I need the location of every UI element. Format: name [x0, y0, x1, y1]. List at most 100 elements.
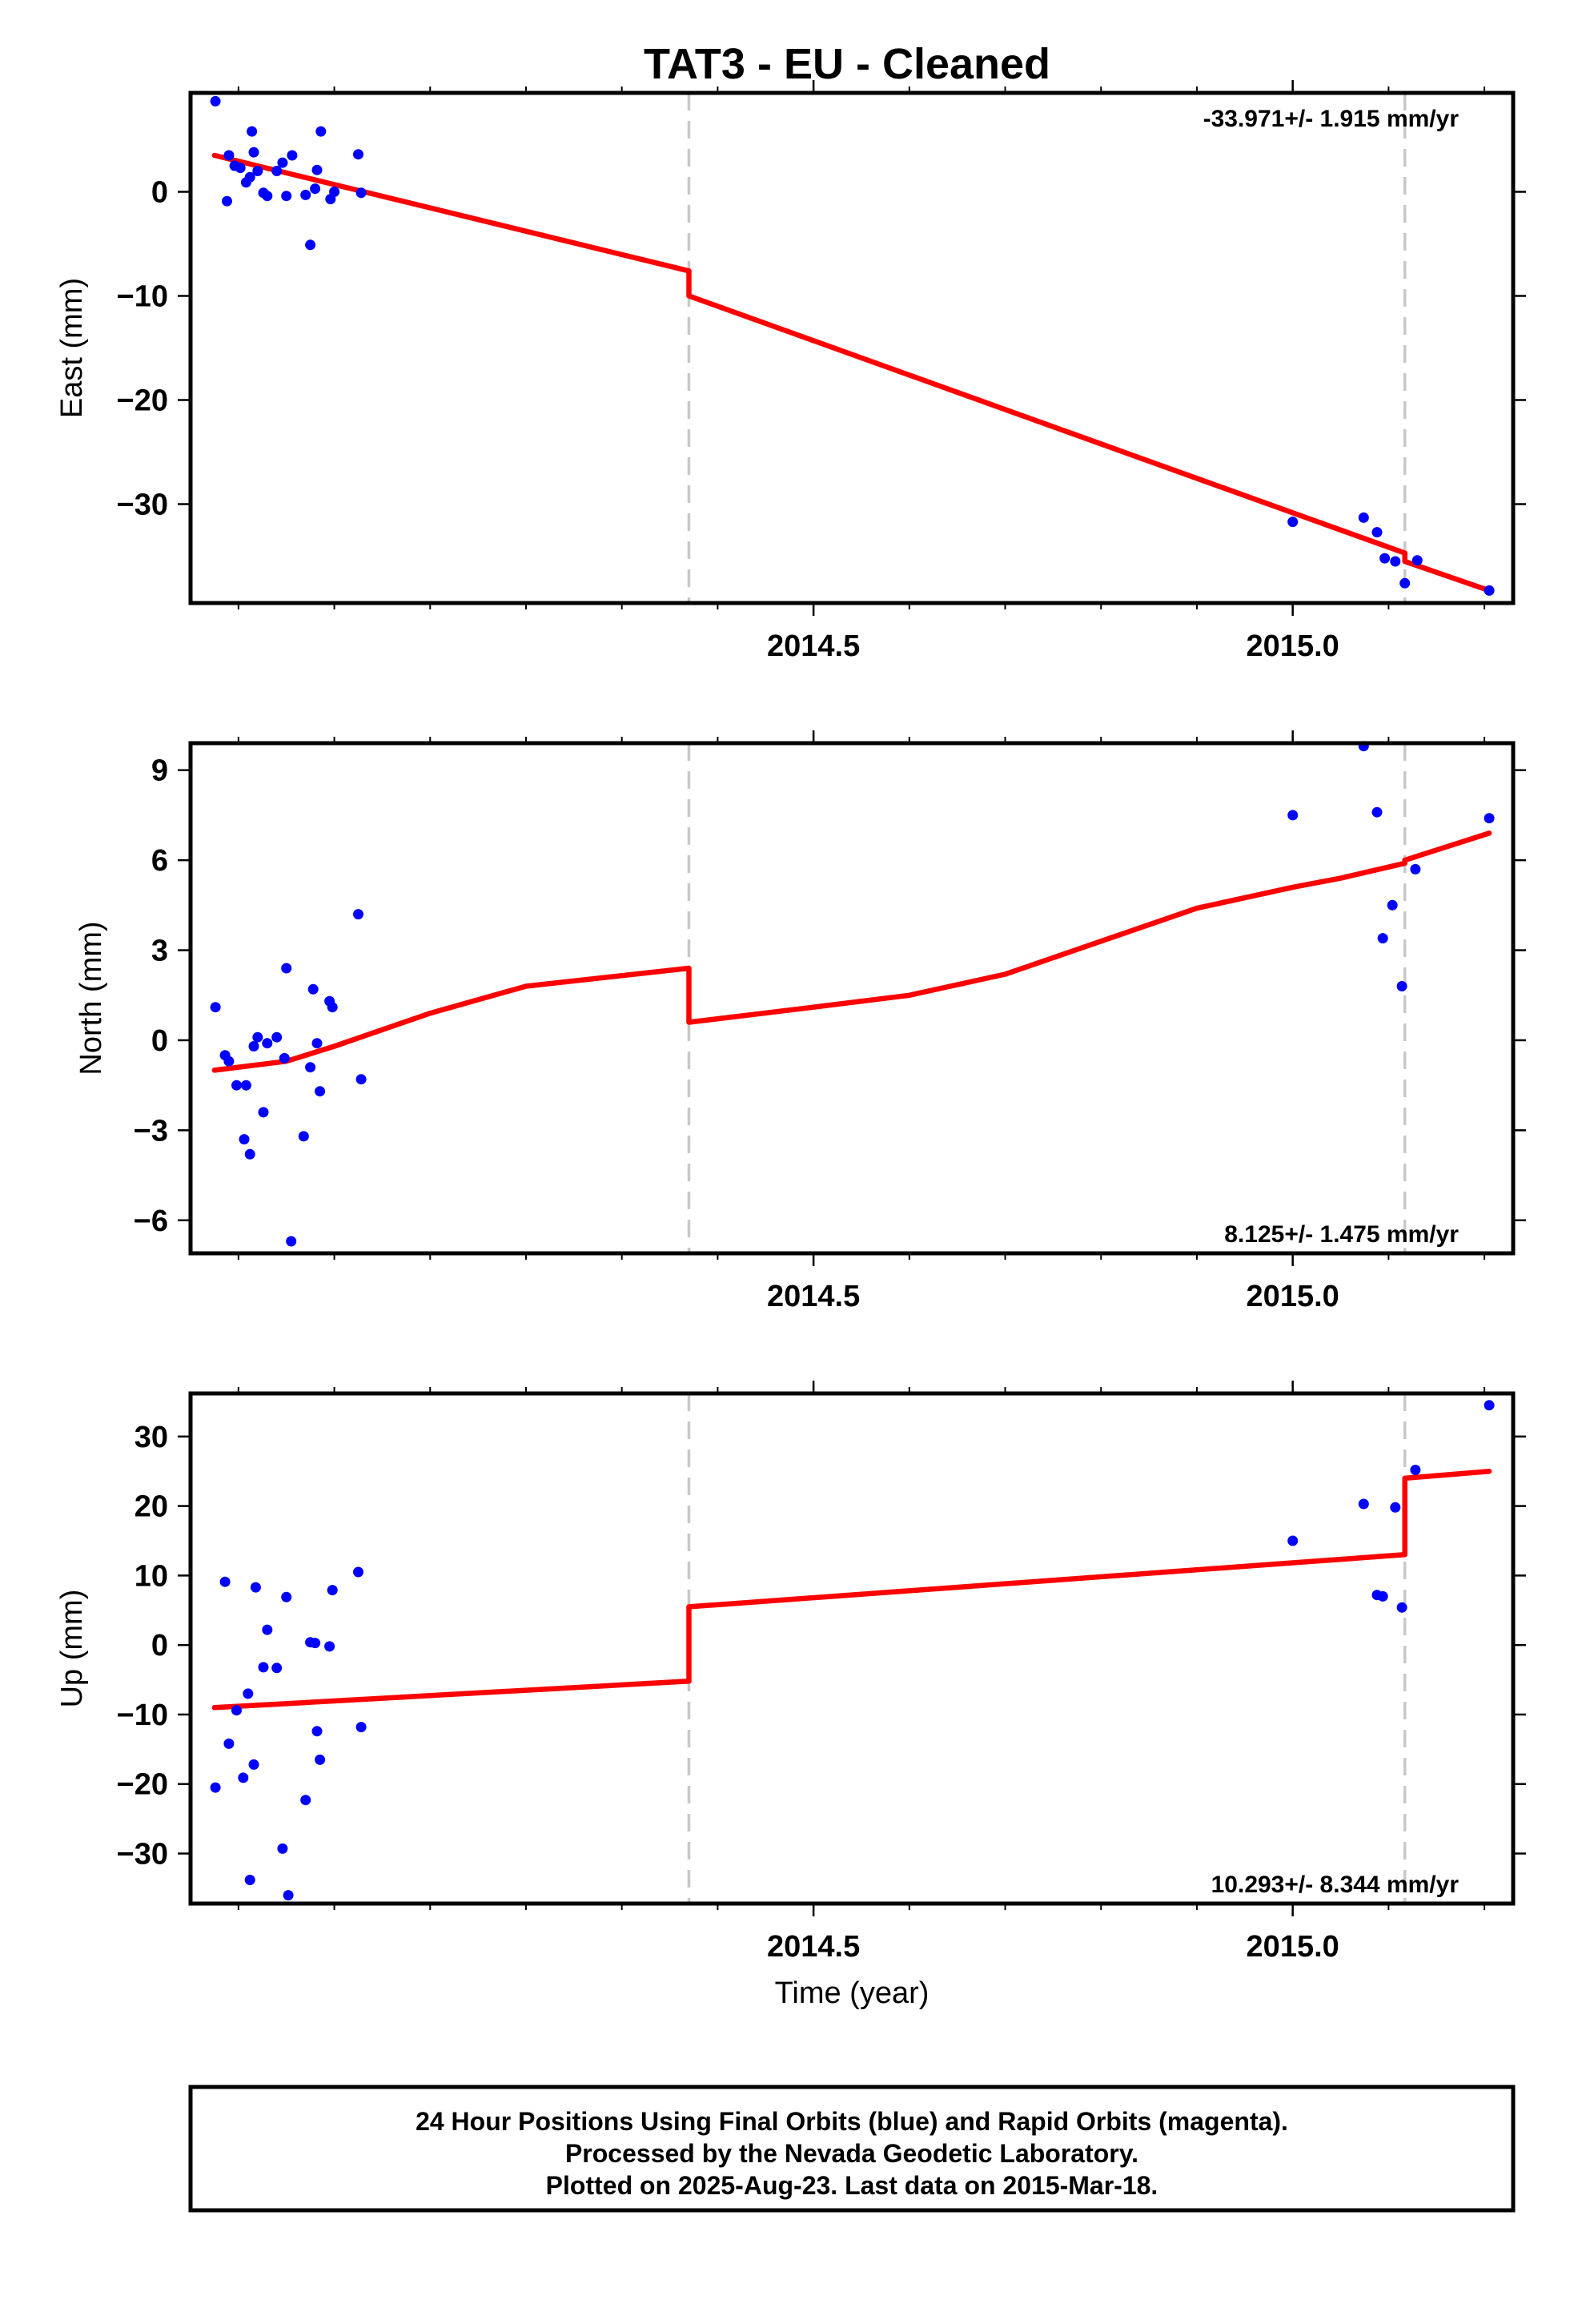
data-point	[258, 1107, 269, 1118]
data-point	[287, 150, 298, 161]
data-point	[298, 1131, 309, 1142]
y-tick-label: 3	[151, 935, 168, 968]
data-point	[310, 183, 321, 195]
data-point	[324, 1641, 335, 1652]
data-point	[210, 95, 221, 107]
plot-frame	[188, 90, 1516, 605]
data-point	[1396, 981, 1407, 991]
model-line	[211, 152, 692, 274]
data-point	[355, 1074, 367, 1085]
footer-line-1: 24 Hour Positions Using Final Orbits (bl…	[416, 2107, 1288, 2136]
data-point	[1390, 556, 1401, 567]
data-point	[1410, 863, 1421, 875]
data-point	[283, 1890, 294, 1901]
data-point	[210, 1002, 221, 1013]
model-line	[1402, 830, 1492, 863]
data-point	[1287, 517, 1299, 528]
data-point	[231, 1080, 242, 1091]
data-point	[279, 1052, 290, 1063]
data-point	[248, 1759, 259, 1770]
y-tick-label: 10	[135, 1559, 168, 1593]
data-point	[262, 1624, 273, 1635]
data-point	[286, 1236, 297, 1247]
data-point	[210, 1782, 221, 1793]
data-point	[315, 126, 327, 137]
model-line	[686, 293, 1407, 556]
data-point	[244, 171, 255, 183]
data-point	[300, 1795, 311, 1806]
data-point	[355, 187, 367, 199]
data-point	[1410, 1465, 1421, 1475]
data-point	[240, 1080, 251, 1091]
y-axis-label: Up (mm)	[55, 1590, 89, 1708]
y-tick-label: −30	[117, 1838, 168, 1872]
data-point	[248, 1041, 259, 1051]
model-line	[1402, 558, 1492, 593]
data-point	[281, 963, 292, 974]
data-point	[238, 1772, 249, 1783]
y-tick-label: −6	[134, 1204, 168, 1238]
data-point	[271, 1663, 283, 1674]
y-tick-label: 0	[151, 1629, 168, 1663]
data-point	[1358, 1498, 1369, 1510]
x-tick-label: 2015.0	[1247, 629, 1339, 663]
plot-frame	[188, 741, 1516, 1256]
y-tick-label: −10	[117, 280, 168, 314]
data-point	[1371, 527, 1383, 538]
footer-box: 24 Hour Positions Using Final Orbits (bl…	[188, 2085, 1516, 2213]
y-axis-label: North (mm)	[74, 921, 108, 1075]
data-point	[327, 1002, 338, 1013]
x-tick-label: 2014.5	[767, 629, 860, 663]
rate-label: -33.971+/- 1.915 mm/yr	[1203, 106, 1460, 132]
data-point	[222, 195, 232, 207]
data-point	[262, 191, 273, 202]
data-point	[1371, 806, 1383, 818]
data-point	[271, 1031, 283, 1043]
data-point	[1379, 553, 1391, 564]
footer-line-2: Processed by the Nevada Geodetic Laborat…	[565, 2139, 1138, 2168]
y-tick-label: −3	[134, 1114, 168, 1148]
data-point	[223, 1055, 235, 1067]
data-point	[307, 983, 319, 995]
data-point	[311, 164, 323, 175]
data-point	[305, 239, 316, 251]
data-point	[315, 1086, 326, 1097]
data-point	[219, 1576, 231, 1587]
y-tick-label: 9	[151, 754, 168, 788]
data-point	[223, 150, 235, 161]
data-point	[243, 1688, 254, 1699]
plot-frame	[188, 1391, 1516, 1906]
rate-label: 8.125+/- 1.475 mm/yr	[1224, 1221, 1459, 1248]
y-tick-label: −20	[117, 384, 168, 418]
data-point	[223, 1738, 235, 1749]
data-point	[1411, 555, 1423, 566]
data-point	[277, 1843, 288, 1854]
data-point	[1377, 1590, 1388, 1602]
data-point	[231, 1705, 242, 1716]
data-point	[1484, 1400, 1495, 1411]
data-point	[311, 1038, 323, 1049]
y-tick-label: −10	[117, 1699, 168, 1732]
data-point	[329, 187, 340, 197]
data-point	[1399, 577, 1411, 589]
data-point	[252, 166, 263, 176]
x-axis-label: Time (year)	[775, 1976, 930, 2010]
footer-frame	[188, 2085, 1516, 2213]
data-point	[300, 189, 311, 200]
data-point	[353, 909, 363, 920]
data-point	[1396, 1602, 1407, 1613]
data-point	[310, 1638, 321, 1649]
data-point	[311, 1726, 323, 1737]
model-line	[1402, 1468, 1492, 1482]
data-point	[305, 1062, 316, 1073]
footer-line-3: Plotted on 2025-Aug-23. Last data on 201…	[546, 2171, 1158, 2200]
data-point	[1377, 933, 1388, 944]
data-point	[277, 157, 288, 168]
data-point	[1484, 585, 1495, 596]
data-point	[1390, 1502, 1401, 1513]
data-point	[1358, 512, 1369, 523]
data-point	[244, 1875, 255, 1885]
y-tick-label: 6	[151, 844, 168, 878]
